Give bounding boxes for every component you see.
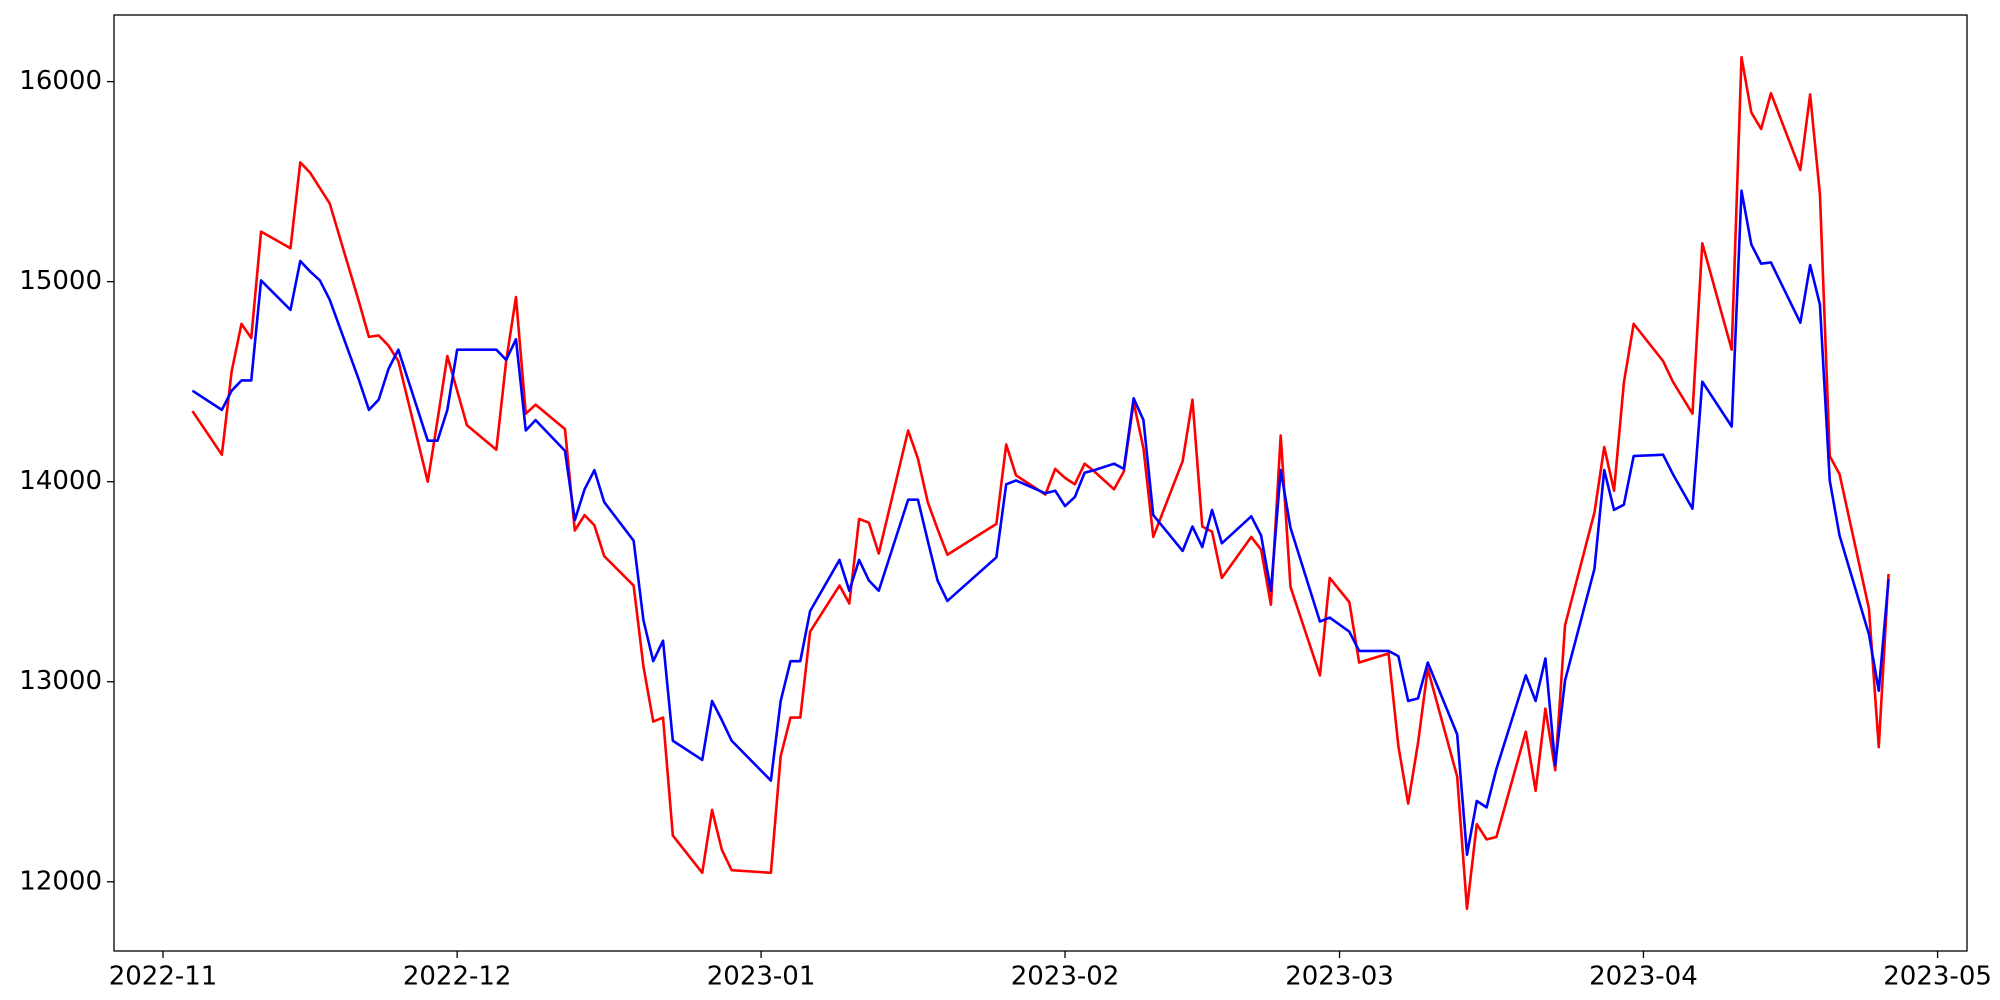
y-tick-label: 15000 bbox=[19, 266, 102, 296]
series-line bbox=[191, 55, 1890, 911]
y-tick-label: 16000 bbox=[19, 66, 102, 96]
x-tick-label: 2023-02 bbox=[1011, 962, 1120, 992]
x-tick-label: 2023-04 bbox=[1589, 962, 1698, 992]
x-tick-label: 2023-03 bbox=[1285, 962, 1394, 992]
x-tick-label: 2022-12 bbox=[403, 962, 512, 992]
y-tick-label: 13000 bbox=[19, 666, 102, 696]
series-line bbox=[191, 189, 1890, 857]
x-tick-label: 2023-01 bbox=[707, 962, 816, 992]
plot-frame bbox=[113, 14, 1968, 952]
x-tick-label: 2023-05 bbox=[1883, 962, 1992, 992]
y-tick-label: 14000 bbox=[19, 466, 102, 496]
x-tick-label: 2022-11 bbox=[109, 962, 218, 992]
y-tick-label: 12000 bbox=[19, 866, 102, 896]
